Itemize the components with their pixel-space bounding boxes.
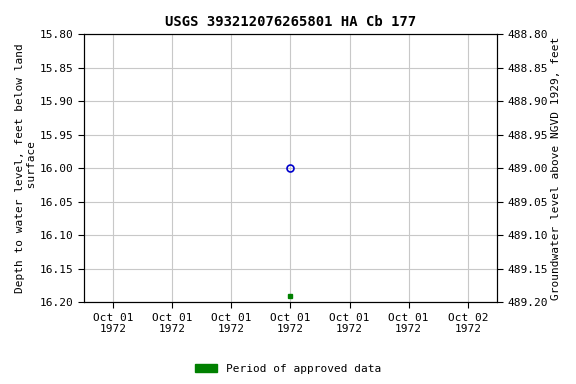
Y-axis label: Groundwater level above NGVD 1929, feet: Groundwater level above NGVD 1929, feet — [551, 37, 561, 300]
Y-axis label: Depth to water level, feet below land
 surface: Depth to water level, feet below land su… — [15, 43, 37, 293]
Title: USGS 393212076265801 HA Cb 177: USGS 393212076265801 HA Cb 177 — [165, 15, 416, 29]
Legend: Period of approved data: Period of approved data — [191, 359, 385, 379]
